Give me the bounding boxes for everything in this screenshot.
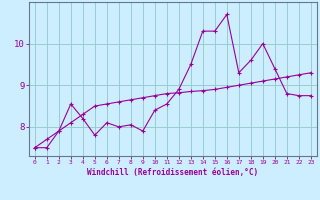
X-axis label: Windchill (Refroidissement éolien,°C): Windchill (Refroidissement éolien,°C) — [87, 168, 258, 177]
